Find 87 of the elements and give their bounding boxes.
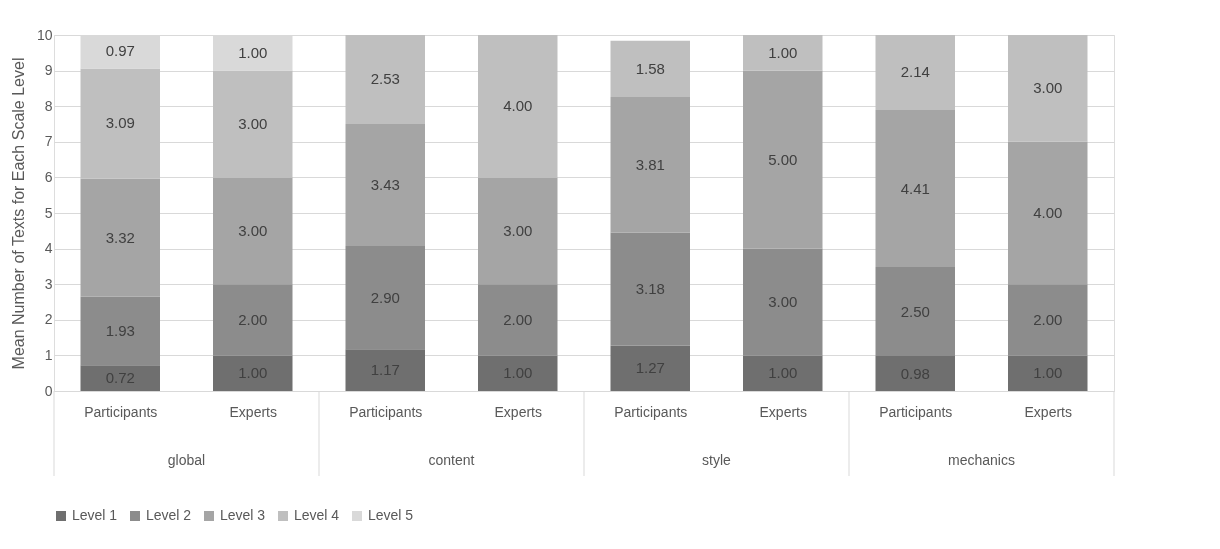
data-label: 4.00 bbox=[503, 97, 533, 115]
x-tick-label: Experts bbox=[494, 403, 542, 420]
data-label: 4.41 bbox=[900, 179, 930, 197]
bar bbox=[875, 35, 955, 111]
y-tick-label: 1 bbox=[44, 346, 53, 363]
data-label: 3.00 bbox=[238, 221, 268, 239]
bar bbox=[80, 68, 160, 179]
bar bbox=[478, 177, 558, 285]
data-label: 2.00 bbox=[503, 310, 533, 328]
y-tick-label: 9 bbox=[44, 62, 53, 79]
bar bbox=[213, 284, 293, 356]
legend-label: Level 5 bbox=[368, 507, 414, 523]
bar bbox=[743, 35, 823, 71]
legend-label: Level 2 bbox=[146, 507, 192, 523]
x-tick-label: Experts bbox=[229, 403, 277, 420]
bar bbox=[345, 246, 425, 350]
x-tick-label: Participants bbox=[879, 403, 953, 420]
bar bbox=[1008, 141, 1088, 285]
data-label: 1.00 bbox=[768, 43, 798, 61]
bar bbox=[478, 284, 558, 356]
bar bbox=[213, 355, 293, 391]
bar bbox=[743, 355, 823, 391]
bar bbox=[743, 248, 823, 356]
data-label: 3.32 bbox=[105, 228, 135, 246]
bar bbox=[1008, 355, 1088, 391]
bar bbox=[345, 349, 425, 391]
y-tick-label: 0 bbox=[44, 382, 53, 399]
data-label: 2.53 bbox=[370, 69, 400, 87]
data-label: 3.81 bbox=[635, 155, 665, 173]
data-label: 3.00 bbox=[768, 293, 798, 310]
bar bbox=[213, 177, 293, 285]
legend-label: Level 4 bbox=[294, 507, 340, 523]
bar bbox=[875, 356, 955, 391]
data-label: 2.90 bbox=[370, 288, 400, 306]
data-label: 3.00 bbox=[503, 221, 533, 239]
x-tick-label: Experts bbox=[759, 403, 807, 420]
data-label: 0.97 bbox=[105, 42, 135, 60]
bar bbox=[478, 35, 558, 178]
data-label: 1.00 bbox=[238, 43, 268, 61]
bar bbox=[80, 296, 160, 366]
bar bbox=[345, 124, 425, 247]
text: style bbox=[702, 452, 732, 468]
bar bbox=[610, 96, 690, 233]
y-axis-title: Mean Number of Texts for Each Scale Level bbox=[9, 57, 27, 370]
bar bbox=[610, 345, 690, 391]
data-label: 3.00 bbox=[1033, 79, 1063, 97]
y-tick-label: 7 bbox=[44, 133, 53, 150]
data-label: 2.14 bbox=[900, 63, 930, 81]
x-tick-label: Experts bbox=[1024, 403, 1072, 420]
legend-label: Level 1 bbox=[72, 507, 118, 523]
bar bbox=[743, 70, 823, 249]
y-tick-label: 6 bbox=[44, 168, 53, 185]
data-label: 5.00 bbox=[768, 150, 798, 168]
bar bbox=[875, 267, 955, 357]
bar bbox=[478, 355, 558, 391]
bar bbox=[345, 35, 425, 124]
data-label: 3.00 bbox=[238, 115, 268, 132]
bar bbox=[610, 232, 690, 346]
bar bbox=[1008, 284, 1088, 356]
data-label: 2.00 bbox=[238, 310, 268, 328]
y-tick-label: 4 bbox=[44, 240, 53, 257]
data-label: 3.43 bbox=[370, 176, 400, 194]
x-tick-label: Participants bbox=[84, 403, 158, 420]
bar bbox=[610, 40, 690, 97]
data-label: 1.93 bbox=[105, 322, 135, 340]
data-label: 4.00 bbox=[1033, 204, 1063, 221]
data-label: 2.50 bbox=[900, 302, 930, 320]
y-tick-label: 8 bbox=[44, 97, 53, 114]
y-tick-label: 3 bbox=[44, 275, 53, 292]
bar bbox=[80, 365, 160, 391]
bar bbox=[80, 178, 160, 297]
data-label: 3.09 bbox=[105, 114, 135, 132]
bar bbox=[875, 110, 955, 268]
y-tick-label: 2 bbox=[44, 311, 53, 328]
x-tick-label: Participants bbox=[349, 403, 423, 420]
x-tick-label: Participants bbox=[614, 403, 688, 420]
legend-label: Level 3 bbox=[220, 507, 266, 523]
text: global bbox=[167, 452, 206, 468]
y-tick-label: 5 bbox=[44, 204, 53, 221]
data-label: 1.58 bbox=[635, 59, 665, 77]
bar bbox=[1008, 35, 1088, 142]
data-label: 2.00 bbox=[1033, 310, 1063, 328]
text: content bbox=[428, 452, 475, 468]
y-tick-label: 10 bbox=[36, 26, 53, 43]
bar bbox=[213, 70, 293, 178]
text: mechanics bbox=[948, 452, 1015, 468]
data-label: 3.18 bbox=[635, 280, 665, 298]
